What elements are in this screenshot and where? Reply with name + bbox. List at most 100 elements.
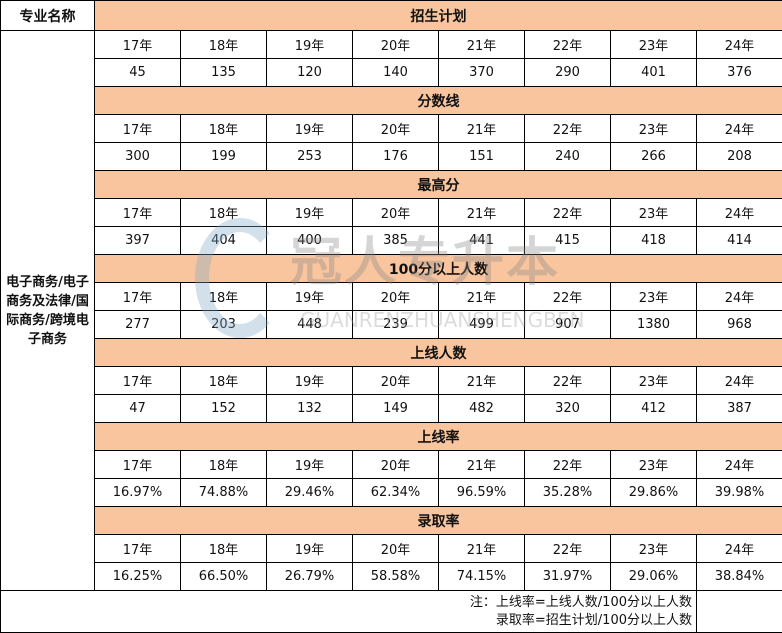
year-cell: 22年 <box>524 114 611 143</box>
year-cell: 23年 <box>610 450 697 479</box>
section-header-row: 分数线 <box>1 86 782 115</box>
year-cell: 24年 <box>696 114 782 143</box>
year-cell: 23年 <box>610 30 697 59</box>
major-name: 电子商务/电子商务及法律/国际商务/跨境电子商务 <box>0 30 95 591</box>
note-line-2: 录取率=招生计划/100分以上人数 <box>495 612 692 628</box>
value-cell: 240 <box>524 142 611 171</box>
value-cell: 140 <box>352 58 439 87</box>
section-header-row: 最高分 <box>1 170 782 199</box>
value-cell: 16.25% <box>94 562 181 591</box>
value-cell: 387 <box>696 394 782 423</box>
section-header-row: 上线人数 <box>1 338 782 367</box>
year-cell: 19年 <box>266 198 353 227</box>
value-cell: 448 <box>266 310 353 339</box>
year-cell: 22年 <box>524 450 611 479</box>
year-cell: 22年 <box>524 282 611 311</box>
value-cell: 199 <box>180 142 267 171</box>
value-cell: 441 <box>438 226 525 255</box>
year-cell: 19年 <box>266 450 353 479</box>
values-row: 45 135 120 140 370 290 401 376 <box>1 58 782 87</box>
year-cell: 22年 <box>524 366 611 395</box>
year-cell: 17年 <box>94 534 181 563</box>
value-cell: 376 <box>696 58 782 87</box>
value-cell: 968 <box>696 310 782 339</box>
section-title: 招生计划 <box>94 0 782 31</box>
value-cell: 35.28% <box>524 478 611 507</box>
note: 注：上线率=上线人数/100分以上人数 录取率=招生计划/100分以上人数 <box>0 590 697 633</box>
year-cell: 17年 <box>94 30 181 59</box>
value-cell: 499 <box>438 310 525 339</box>
value-cell: 414 <box>696 226 782 255</box>
year-cell: 18年 <box>180 114 267 143</box>
values-row: 16.97% 74.88% 29.46% 62.34% 96.59% 35.28% 29.8… <box>1 478 782 507</box>
value-cell: 31.97% <box>524 562 611 591</box>
year-cell: 20年 <box>352 534 439 563</box>
value-cell: 149 <box>352 394 439 423</box>
section-header-row: 100分以上人数 <box>1 254 782 283</box>
year-cell: 22年 <box>524 198 611 227</box>
year-cell: 20年 <box>352 366 439 395</box>
value-cell: 400 <box>266 226 353 255</box>
year-cell: 17年 <box>94 450 181 479</box>
major-column-header: 专业名称 <box>0 0 95 31</box>
years-row: 17年 18年 19年 20年 21年 22年 23年 24年 <box>1 198 782 227</box>
value-cell: 132 <box>266 394 353 423</box>
years-row: 17年 18年 19年 20年 21年 22年 23年 24年 <box>1 534 782 563</box>
year-cell: 24年 <box>696 282 782 311</box>
value-cell: 74.88% <box>180 478 267 507</box>
value-cell: 96.59% <box>438 478 525 507</box>
year-cell: 22年 <box>524 534 611 563</box>
value-cell: 16.97% <box>94 478 181 507</box>
value-cell: 266 <box>610 142 697 171</box>
year-cell: 18年 <box>180 450 267 479</box>
years-row: 17年 18年 19年 20年 21年 22年 23年 24年 <box>1 450 782 479</box>
value-cell: 29.46% <box>266 478 353 507</box>
year-cell: 24年 <box>696 198 782 227</box>
year-cell: 23年 <box>610 198 697 227</box>
year-cell: 19年 <box>266 282 353 311</box>
value-cell: 74.15% <box>438 562 525 591</box>
year-cell: 17年 <box>94 366 181 395</box>
section-header-row: 录取率 <box>1 506 782 535</box>
year-cell: 18年 <box>180 282 267 311</box>
year-cell: 17年 <box>94 282 181 311</box>
value-cell: 39.98% <box>696 478 782 507</box>
year-cell: 22年 <box>524 30 611 59</box>
value-cell: 1380 <box>610 310 697 339</box>
value-cell: 62.34% <box>352 478 439 507</box>
year-cell: 21年 <box>438 366 525 395</box>
year-cell: 17年 <box>94 198 181 227</box>
value-cell: 397 <box>94 226 181 255</box>
year-cell: 24年 <box>696 30 782 59</box>
year-cell: 18年 <box>180 534 267 563</box>
value-cell: 47 <box>94 394 181 423</box>
section-title: 上线人数 <box>94 338 782 367</box>
values-row: 16.25% 66.50% 26.79% 58.58% 74.15% 31.97% 29.0… <box>1 562 782 591</box>
year-cell: 19年 <box>266 114 353 143</box>
section-title: 录取率 <box>94 506 782 535</box>
note-row: 注：上线率=上线人数/100分以上人数 录取率=招生计划/100分以上人数 <box>0 590 782 633</box>
value-cell: 29.06% <box>610 562 697 591</box>
value-cell: 290 <box>524 58 611 87</box>
value-cell: 38.84% <box>696 562 782 591</box>
year-cell: 23年 <box>610 534 697 563</box>
year-cell: 24年 <box>696 366 782 395</box>
value-cell: 26.79% <box>266 562 353 591</box>
values-row: 47 152 132 149 482 320 412 387 <box>1 394 782 423</box>
value-cell: 418 <box>610 226 697 255</box>
value-cell: 120 <box>266 58 353 87</box>
year-cell: 18年 <box>180 198 267 227</box>
year-cell: 23年 <box>610 114 697 143</box>
year-cell: 21年 <box>438 450 525 479</box>
value-cell: 151 <box>438 142 525 171</box>
year-cell: 17年 <box>94 114 181 143</box>
value-cell: 239 <box>352 310 439 339</box>
value-cell: 253 <box>266 142 353 171</box>
value-cell: 385 <box>352 226 439 255</box>
year-cell: 20年 <box>352 450 439 479</box>
year-cell: 18年 <box>180 366 267 395</box>
year-cell: 21年 <box>438 282 525 311</box>
value-cell: 176 <box>352 142 439 171</box>
section-title: 100分以上人数 <box>94 254 782 283</box>
year-cell: 20年 <box>352 282 439 311</box>
